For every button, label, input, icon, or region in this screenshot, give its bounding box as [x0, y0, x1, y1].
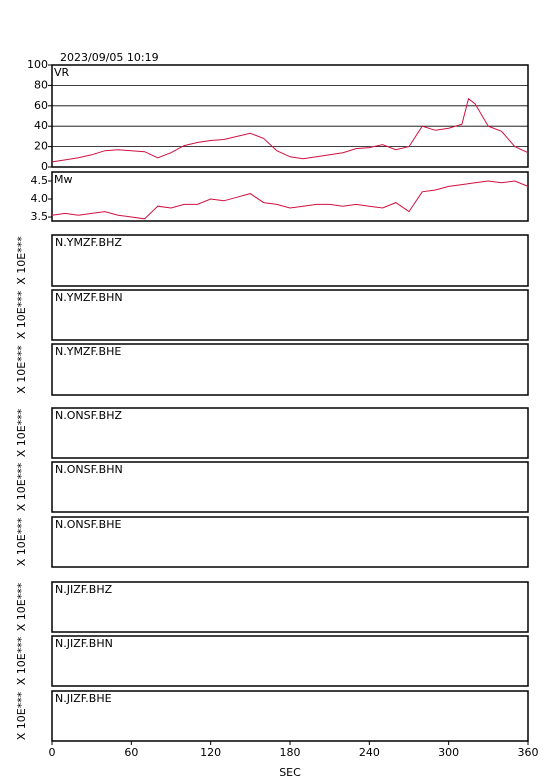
y-tick-label: 100: [27, 58, 48, 71]
y-axis-label: X 10E***: [15, 691, 28, 740]
panel-frame: [51, 64, 529, 168]
x-tick-label: 180: [280, 746, 301, 759]
y-tick-label: 80: [34, 78, 48, 91]
panel-frame: [51, 635, 529, 687]
panel-label: Mw: [54, 173, 73, 186]
panel-frame: [51, 343, 529, 396]
y-tick-label: 0: [41, 160, 48, 173]
y-axis-label: X 10E***: [15, 462, 28, 511]
data-line: [51, 97, 529, 163]
panel-frame: [51, 234, 529, 287]
x-tick-label: 60: [124, 746, 138, 759]
panel-frame: [51, 461, 529, 513]
x-tick-label: 0: [49, 746, 56, 759]
x-tick-label: 360: [518, 746, 539, 759]
station-label: N.YMZF.BHN: [55, 291, 123, 304]
station-label: N.JIZF.BHN: [55, 637, 113, 650]
panel-frame: [51, 171, 529, 222]
station-label: N.ONSF.BHZ: [55, 409, 122, 422]
panel-frame: [51, 516, 529, 568]
y-tick-label: 4.0: [31, 192, 49, 205]
y-axis-label: X 10E***: [15, 345, 28, 394]
chart-title: 2023/09/05 10:19: [60, 51, 159, 64]
station-label: N.JIZF.BHE: [55, 692, 112, 705]
y-axis-label: X 10E***: [15, 636, 28, 685]
x-tick-label: 240: [359, 746, 380, 759]
station-label: N.YMZF.BHZ: [55, 236, 122, 249]
panel-frame: [51, 690, 529, 742]
panel-frame: [51, 407, 529, 459]
panel-label: VR: [54, 66, 70, 79]
station-label: N.JIZF.BHZ: [55, 583, 113, 596]
y-axis-label: X 10E***: [15, 290, 28, 339]
station-label: N.YMZF.BHE: [55, 345, 121, 358]
y-axis-label: X 10E***: [15, 408, 28, 457]
y-axis-label: X 10E***: [15, 236, 28, 285]
x-tick-label: 120: [200, 746, 221, 759]
data-line: [51, 180, 529, 220]
x-tick-label: 300: [438, 746, 459, 759]
y-tick-label: 3.5: [31, 210, 49, 223]
y-tick-label: 40: [34, 119, 48, 132]
y-tick-label: 4.5: [31, 174, 49, 187]
station-label: N.ONSF.BHE: [55, 518, 121, 531]
y-tick-label: 20: [34, 140, 48, 153]
panel-frame: [51, 581, 529, 633]
y-axis-label: X 10E***: [15, 582, 28, 631]
x-axis-label: SEC: [279, 766, 301, 779]
y-tick-label: 60: [34, 99, 48, 112]
panel-frame: [51, 289, 529, 341]
station-label: N.ONSF.BHN: [55, 463, 123, 476]
y-axis-label: X 10E***: [15, 517, 28, 566]
